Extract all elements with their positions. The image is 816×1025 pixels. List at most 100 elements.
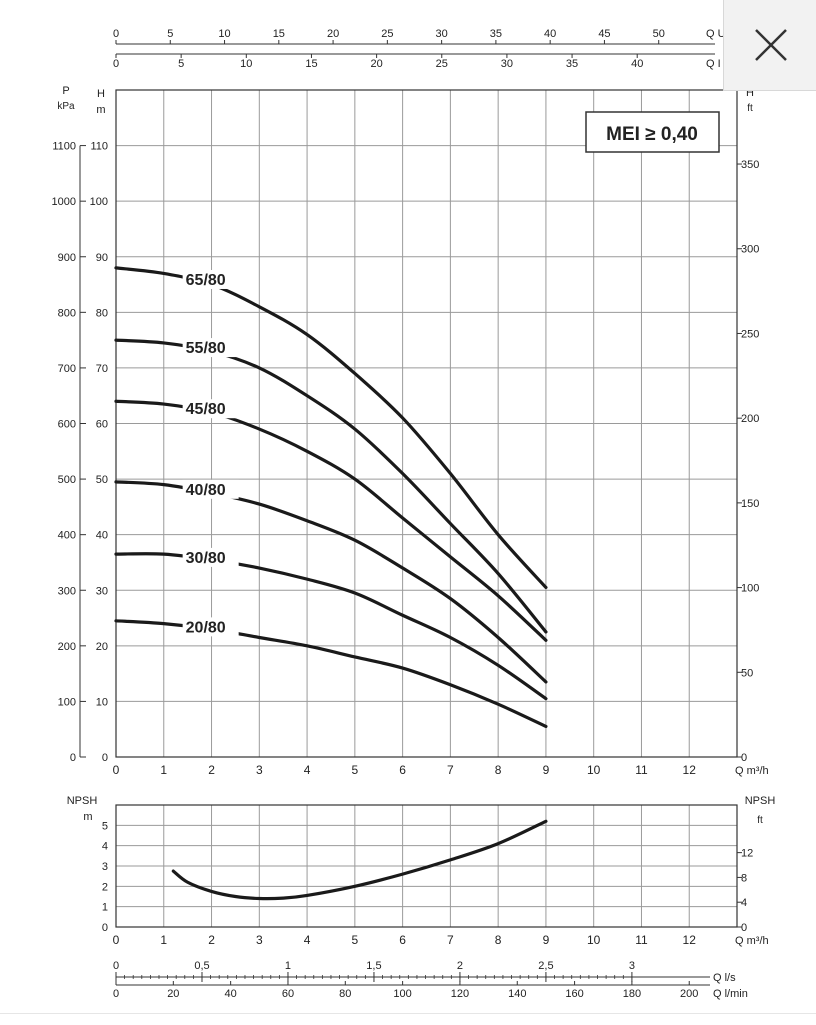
lower-x-tick-label: 8 (495, 933, 502, 947)
curve-label: 20/80 (186, 619, 226, 636)
upper-frame (115, 89, 738, 758)
upper-x-tick-label: 2 (208, 763, 215, 777)
close-icon (754, 29, 787, 61)
p-axis-tick-label: 300 (58, 585, 76, 597)
lmin-axis-tick-label: 0 (113, 988, 119, 1000)
h-axis-tick-label: 0 (102, 752, 108, 764)
ls-axis-tick-label: 0,5 (194, 960, 209, 972)
npsh-ft-tick-label: 4 (741, 897, 747, 909)
curve-label: 40/80 (186, 482, 226, 499)
ls-axis-tick-label: 2 (457, 960, 463, 972)
lower-x-tick-label: 9 (543, 933, 550, 947)
curve-label: 65/80 (186, 272, 226, 289)
npsh-right-label: NPSH (745, 795, 776, 807)
npsh-m-tick-label: 3 (102, 861, 108, 873)
p-axis-tick-label: 400 (58, 530, 76, 542)
lmin-axis-tick-label: 60 (282, 988, 294, 1000)
p-axis-tick-label: 100 (58, 696, 76, 708)
h-axis-tick-label: 70 (96, 363, 108, 375)
top-axis-2-tick-label: 15 (305, 58, 317, 70)
chart-axes: 0 1 2 3 4 5 6 7 8 9 10 11 12 Q m³/h010203040506070809… (52, 28, 776, 1000)
ls-axis-tick-label: 1,5 (366, 960, 381, 972)
upper-chart-grid (115, 89, 738, 758)
npsh-left-label: NPSH (67, 795, 98, 807)
h-axis-tick-label: 100 (90, 196, 108, 208)
lmin-axis-tick-label: 40 (225, 988, 237, 1000)
ls-axis-tick-label: 3 (629, 960, 635, 972)
lower-x-tick-label: 0 (113, 933, 120, 947)
ft-axis-tick-label: 50 (741, 667, 753, 679)
lmin-axis-tick-label: 140 (508, 988, 526, 1000)
upper-x-tick-label: 4 (304, 763, 311, 777)
lower-x-tick-label: 12 (683, 933, 697, 947)
upper-x-tick-label: 11 (635, 763, 648, 777)
top-axis-2-tick-label: 30 (501, 58, 513, 70)
p-axis-unit: kPa (57, 101, 75, 112)
npsh-m-tick-label: 2 (102, 881, 108, 893)
upper-x-axis-label: Q m³/h (735, 765, 769, 777)
curve-label-bg (182, 617, 239, 637)
npsh-m-tick-label: 4 (102, 841, 108, 853)
top-axis-1-tick-label: 30 (436, 28, 448, 40)
h-axis-tick-label: 10 (96, 696, 108, 708)
npsh-curve (171, 819, 548, 901)
top-axis-2-tick-label: 20 (370, 58, 382, 70)
h-axis-tick-label: 40 (96, 530, 108, 542)
lower-x-tick-label: 5 (352, 933, 359, 947)
p-axis-tick-label: 600 (58, 419, 76, 431)
lower-x-tick-label: 3 (256, 933, 263, 947)
top-axis-1-tick-label: 20 (327, 28, 339, 40)
mei-badge: MEI ≥ 0,40 (585, 111, 720, 153)
lower-x-axis-label: Q m³/h (735, 935, 769, 947)
top-axis-1-label: Q U (706, 28, 726, 40)
upper-x-tick-label: 10 (587, 763, 601, 777)
p-axis-tick-label: 900 (58, 252, 76, 264)
p-axis-label: P (62, 85, 69, 97)
top-axis-2-tick-label: 5 (178, 58, 184, 70)
curve-label-bg (182, 269, 239, 289)
lower-x-tick-label: 11 (635, 933, 648, 947)
h-axis-tick-label: 50 (96, 474, 108, 486)
top-axis-1-tick-label: 45 (598, 28, 610, 40)
lower-x-tick-label: 1 (160, 933, 167, 947)
lmin-axis-label: Q l/min (713, 988, 748, 1000)
top-axis-2-tick-label: 10 (240, 58, 252, 70)
top-axis-1-tick-label: 40 (544, 28, 556, 40)
top-axis-1-tick-label: 35 (490, 28, 502, 40)
npsh-ft-tick-label: 12 (741, 848, 753, 860)
ft-axis-label: ft (747, 103, 753, 114)
ft-axis-tick-label: 100 (741, 583, 759, 595)
curve-label-bg (182, 547, 239, 567)
top-axis-1-tick-label: 10 (218, 28, 230, 40)
ft-axis-tick-label: 250 (741, 328, 759, 340)
top-axis-1-tick-label: 25 (381, 28, 393, 40)
upper-x-tick-label: 1 (160, 763, 167, 777)
h-axis-unit: m (96, 104, 105, 116)
pump-curve-20-80 (114, 619, 548, 729)
close-button[interactable] (723, 0, 816, 91)
curve-labels: 65/80 55/80 45/80 40/80 30/80 20/80 (182, 269, 239, 637)
ls-axis-tick-label: 0 (113, 960, 119, 972)
lmin-axis-tick-label: 80 (339, 988, 351, 1000)
p-axis-tick-label: 1000 (52, 196, 76, 208)
lmin-axis-tick-label: 20 (167, 988, 179, 1000)
p-axis-tick-label: 500 (58, 474, 76, 486)
mei-badge-text: MEI ≥ 0,40 (606, 124, 698, 145)
pump-curves (114, 266, 548, 901)
lmin-axis-tick-label: 200 (680, 988, 698, 1000)
p-axis-tick-label: 700 (58, 363, 76, 375)
upper-x-tick-label: 9 (543, 763, 550, 777)
curve-label: 45/80 (186, 401, 226, 418)
upper-x-tick-label: 3 (256, 763, 263, 777)
upper-x-tick-label: 5 (352, 763, 359, 777)
curve-label: 30/80 (186, 550, 226, 567)
pump-curve-65-80 (114, 266, 548, 590)
top-axis-2-tick-label: 25 (436, 58, 448, 70)
lower-x-tick-label: 6 (399, 933, 406, 947)
h-axis-tick-label: 60 (96, 419, 108, 431)
npsh-m-tick-label: 5 (102, 820, 108, 832)
ls-axis-tick-label: 2,5 (538, 960, 553, 972)
p-axis-tick-label: 200 (58, 641, 76, 653)
pump-curve-45-80 (114, 399, 548, 642)
